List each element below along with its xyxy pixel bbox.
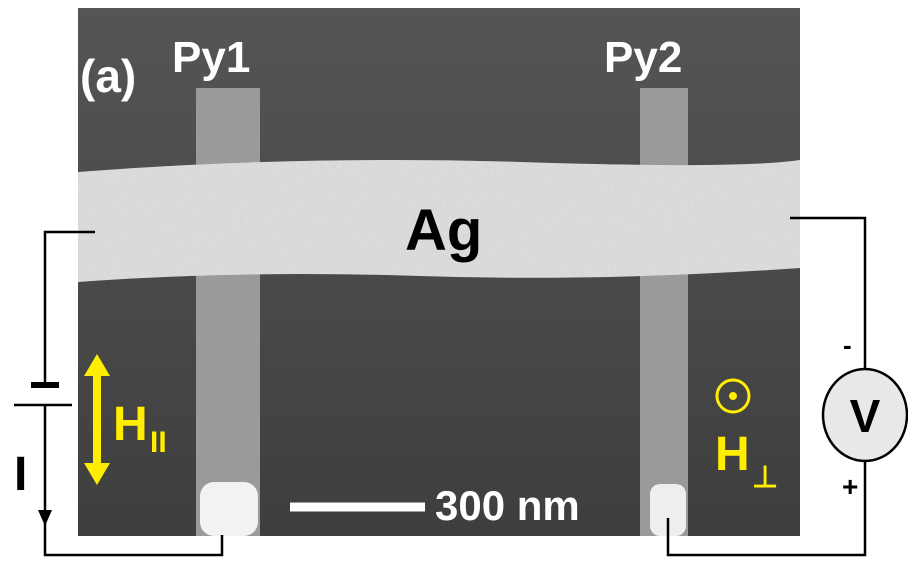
current-arrowhead [38,510,52,526]
voltmeter-label: V [850,390,881,442]
minus-label: - [843,330,852,360]
wire [790,218,865,370]
scale-bar-label: 300 nm [435,482,580,529]
py1-pad [200,482,258,536]
py1-label: Py1 [172,33,250,82]
field-perp-subscript: ⊥ [752,461,778,494]
py1-stripe [196,88,260,536]
field-perp-symbol: H [715,428,750,481]
plus-label: + [842,471,858,502]
figure: (a) Py1 Py2 Ag 300 nm H II H ⊥ I V - + [0,0,908,565]
field-parallel-subscript: II [150,426,167,459]
panel-label: (a) [80,50,136,102]
current-label: I [14,448,27,501]
py2-label: Py2 [604,33,682,82]
ag-label: Ag [405,198,482,263]
field-parallel-symbol: H [113,398,148,451]
py2-stripe [640,88,688,536]
field-out-dot [729,392,737,400]
